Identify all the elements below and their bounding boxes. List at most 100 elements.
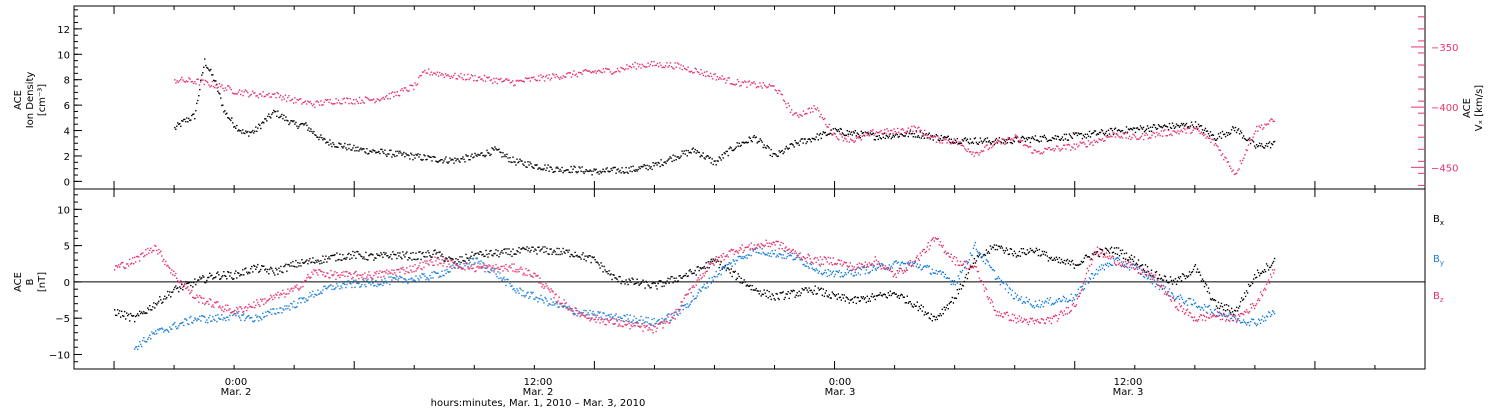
bz-point [265, 302, 267, 304]
bx-point [1021, 251, 1024, 254]
bx-point [158, 300, 160, 303]
density-point [379, 152, 381, 155]
by-point [1221, 315, 1224, 317]
by-point [945, 277, 947, 279]
by-point [487, 270, 489, 273]
by-point [314, 293, 316, 295]
bx-point [1126, 259, 1129, 261]
vx-point [1066, 144, 1068, 146]
density-point [714, 160, 716, 162]
bx-point [1129, 258, 1132, 260]
by-point [214, 319, 216, 322]
vx-point [872, 129, 874, 131]
vx-point [476, 79, 479, 82]
vx-point [490, 79, 493, 81]
density-point [1121, 129, 1124, 132]
by-point [1121, 263, 1124, 265]
by-point [956, 282, 959, 284]
by-point [820, 272, 822, 275]
density-point [443, 160, 445, 162]
density-point [589, 169, 591, 171]
vx-point [519, 79, 521, 82]
bx-point [1192, 268, 1195, 271]
density-point [794, 139, 796, 142]
by-point [825, 272, 827, 274]
vx-point [1238, 168, 1240, 170]
by-point [665, 318, 667, 320]
density-point [870, 133, 872, 136]
bx-point [730, 268, 732, 270]
bx-point [738, 275, 740, 278]
density-point [612, 167, 614, 169]
bz-point [234, 309, 236, 312]
density-point [1114, 127, 1117, 129]
vx-point [807, 108, 809, 110]
density-point [413, 154, 415, 157]
bx-point [1020, 248, 1023, 250]
bx-point [400, 256, 402, 258]
bx-point [1073, 267, 1076, 269]
vx-point [570, 76, 573, 78]
density-point [563, 170, 565, 172]
vx-point [1205, 137, 1207, 139]
vx-point [305, 103, 308, 105]
density-point [298, 125, 300, 128]
by-point [728, 262, 730, 264]
density-point [591, 174, 593, 176]
by-point [1204, 306, 1207, 308]
bx-point [223, 271, 225, 273]
density-point [600, 172, 602, 174]
bx-point [726, 267, 728, 269]
bz-point [249, 305, 251, 308]
density-point [710, 162, 712, 164]
bx-point [500, 251, 502, 254]
by-point [588, 314, 590, 316]
by-point [134, 348, 136, 350]
by-point [1127, 261, 1130, 264]
vx-point [935, 141, 938, 143]
bz-point [501, 265, 503, 268]
by-point [827, 269, 829, 271]
by-point [720, 273, 722, 276]
by-point [143, 337, 145, 339]
bx-point [568, 249, 570, 251]
by-point [996, 277, 999, 280]
vx-point [944, 138, 946, 140]
bz-point [212, 304, 214, 306]
by-point [771, 250, 773, 252]
density-point [346, 149, 348, 151]
bx-point [1135, 262, 1138, 264]
density-point [785, 145, 787, 148]
density-point [245, 130, 247, 132]
by-point [1011, 289, 1014, 292]
vx-point [416, 83, 419, 85]
vx-point [446, 75, 448, 77]
density-point [1245, 139, 1248, 142]
bz-point [160, 250, 162, 252]
density-point [343, 145, 345, 148]
by-point [627, 318, 629, 320]
by-point [1197, 305, 1200, 308]
density-point [274, 111, 276, 113]
density-point [482, 154, 484, 157]
bx-point [288, 263, 290, 266]
by-point [282, 308, 284, 310]
by-point [670, 319, 672, 321]
bx-point [402, 251, 404, 253]
vx-point [410, 84, 413, 86]
vx-point [398, 95, 401, 97]
by-point [474, 262, 476, 264]
by-point [991, 269, 994, 271]
by-point [1269, 315, 1272, 318]
density-point [1231, 126, 1234, 128]
bx-point [688, 270, 690, 272]
vx-point [962, 145, 965, 147]
vx-point [990, 143, 992, 146]
bz-point [398, 268, 400, 271]
vx-point [694, 67, 696, 69]
density-point [1000, 141, 1003, 144]
by-point [257, 315, 259, 318]
bz-point [287, 288, 289, 290]
density-point [405, 152, 407, 155]
by-point [1027, 301, 1030, 303]
